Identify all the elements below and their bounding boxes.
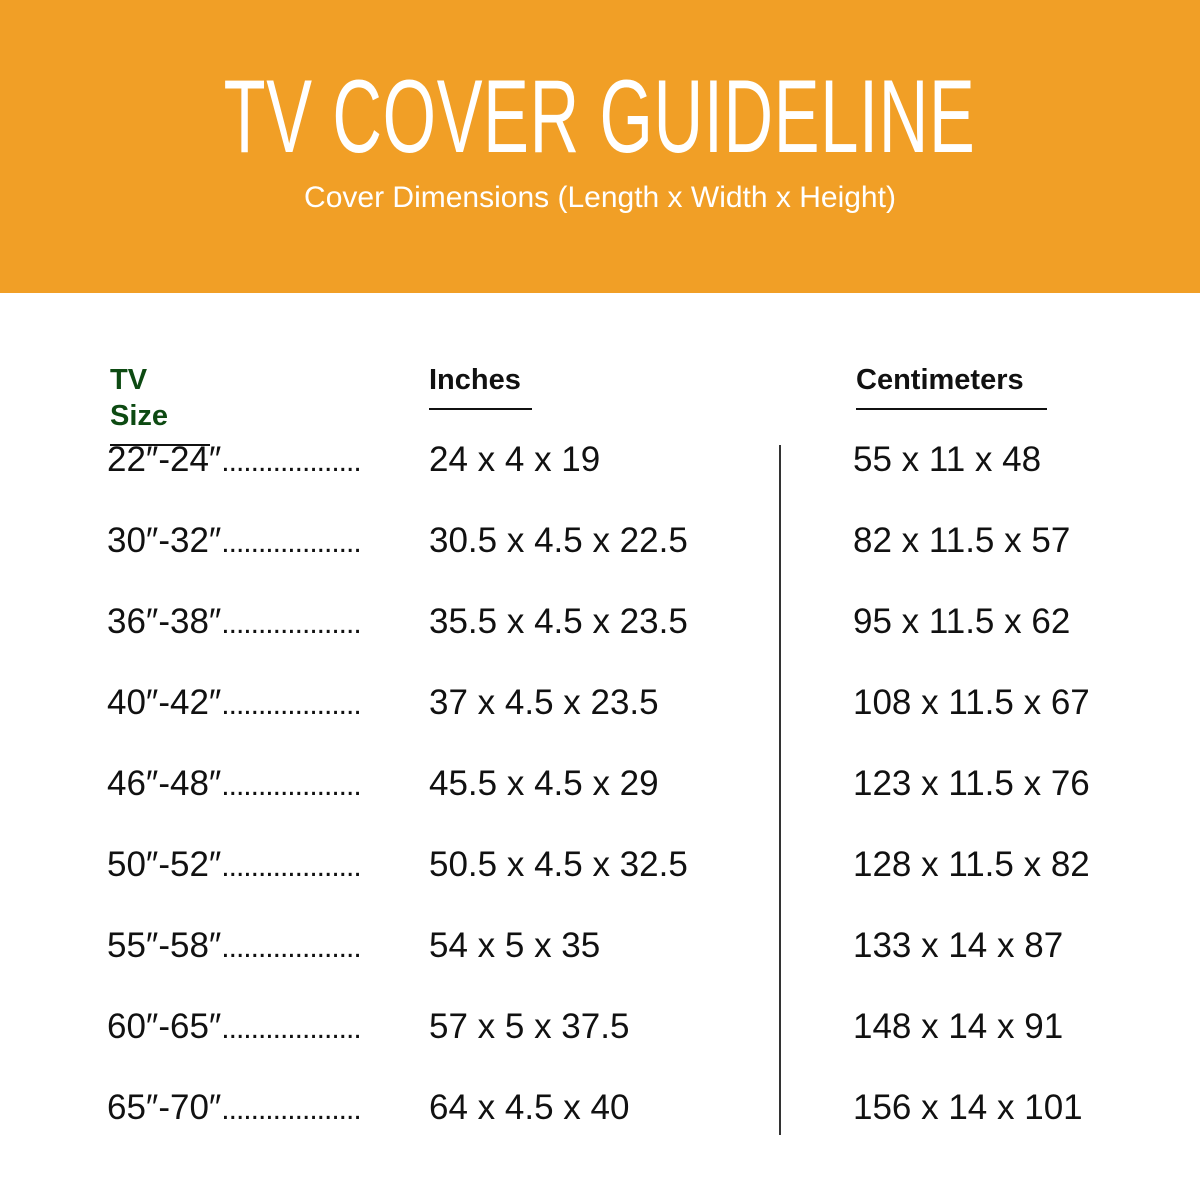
tv-size-label: 22″-24″	[107, 440, 222, 479]
column-header-tv-size-bold: TV	[110, 364, 148, 396]
tv-size-label: 40″-42″	[107, 683, 222, 722]
table-row: 60″-65″................... 57 x 5 x 37.5 1…	[0, 1002, 1200, 1052]
table-row: 30″-32″................... 30.5 x 4.5 x 2…	[0, 516, 1200, 566]
tv-size: 60″-65″...................	[107, 1002, 362, 1054]
dot-leader: ...................	[221, 769, 361, 802]
table-row: 55″-58″................... 54 x 5 x 35 133…	[0, 921, 1200, 971]
tv-size-label: 36″-38″	[107, 602, 222, 641]
dimensions-inches: 35.5 x 4.5 x 23.5	[429, 602, 688, 641]
dot-leader: ...................	[221, 850, 361, 883]
dimensions-centimeters: 148 x 14 x 91	[853, 1007, 1064, 1046]
tv-size: 22″-24″...................	[107, 435, 362, 487]
column-header-tv-size-rest: Size	[110, 400, 169, 432]
tv-size-label: 60″-65″	[107, 1007, 222, 1046]
tv-size-label: 55″-58″	[107, 926, 222, 965]
dimensions-inches: 64 x 4.5 x 40	[429, 1088, 630, 1127]
dimensions-centimeters: 128 x 11.5 x 82	[853, 845, 1090, 884]
dot-leader: ...................	[221, 607, 361, 640]
tv-size: 50″-52″...................	[107, 840, 362, 892]
tv-size: 46″-48″...................	[107, 759, 362, 811]
table-row: 46″-48″................... 45.5 x 4.5 x 2…	[0, 759, 1200, 809]
table-row: 40″-42″................... 37 x 4.5 x 23.…	[0, 678, 1200, 728]
page-subtitle: Cover Dimensions (Length x Width x Heigh…	[304, 181, 896, 214]
column-header-centimeters: Centimeters	[856, 362, 1047, 410]
dot-leader: ...................	[221, 1093, 361, 1126]
page-title-text: TV COVER GUIDELINE	[224, 59, 976, 175]
tv-size-label: 65″-70″	[107, 1088, 222, 1127]
dimensions-centimeters: 133 x 14 x 87	[853, 926, 1064, 965]
dimensions-inches: 54 x 5 x 35	[429, 926, 601, 965]
dimensions-inches: 24 x 4 x 19	[429, 440, 601, 479]
dimensions-centimeters: 95 x 11.5 x 62	[853, 602, 1071, 641]
dot-leader: ...................	[221, 931, 361, 964]
dot-leader: ...................	[221, 526, 361, 559]
header-banner: TV COVER GUIDELINE Cover Dimensions (Len…	[0, 0, 1200, 293]
tv-size: 36″-38″...................	[107, 597, 362, 649]
table-row: 50″-52″................... 50.5 x 4.5 x 3…	[0, 840, 1200, 890]
dot-leader: ...................	[221, 445, 361, 478]
dimensions-inches: 50.5 x 4.5 x 32.5	[429, 845, 688, 884]
dimensions-inches: 37 x 4.5 x 23.5	[429, 683, 659, 722]
column-header-tv-size: TV Size	[110, 362, 210, 446]
dimensions-inches: 57 x 5 x 37.5	[429, 1007, 630, 1046]
dot-leader: ...................	[221, 1012, 361, 1045]
dimensions-centimeters: 156 x 14 x 101	[853, 1088, 1083, 1127]
dimensions-centimeters: 108 x 11.5 x 67	[853, 683, 1090, 722]
tv-size: 55″-58″...................	[107, 921, 362, 973]
tv-size: 65″-70″...................	[107, 1083, 362, 1135]
page-title: TV COVER GUIDELINE	[0, 62, 1200, 172]
table-row: 65″-70″................... 64 x 4.5 x 40 1…	[0, 1083, 1200, 1133]
column-header-inches: Inches	[429, 362, 532, 410]
dimensions-centimeters: 123 x 11.5 x 76	[853, 764, 1090, 803]
table-row: 36″-38″................... 35.5 x 4.5 x 2…	[0, 597, 1200, 647]
column-divider	[779, 445, 781, 1135]
tv-size: 40″-42″...................	[107, 678, 362, 730]
tv-size-label: 46″-48″	[107, 764, 222, 803]
dot-leader: ...................	[221, 688, 361, 721]
dimensions-inches: 45.5 x 4.5 x 29	[429, 764, 659, 803]
dimensions-inches: 30.5 x 4.5 x 22.5	[429, 521, 688, 560]
table-row: 22″-24″................... 24 x 4 x 19 55 …	[0, 435, 1200, 485]
tv-size-label: 50″-52″	[107, 845, 222, 884]
dimensions-centimeters: 55 x 11 x 48	[853, 440, 1042, 479]
dimensions-centimeters: 82 x 11.5 x 57	[853, 521, 1071, 560]
tv-size: 30″-32″...................	[107, 516, 362, 568]
tv-size-label: 30″-32″	[107, 521, 222, 560]
